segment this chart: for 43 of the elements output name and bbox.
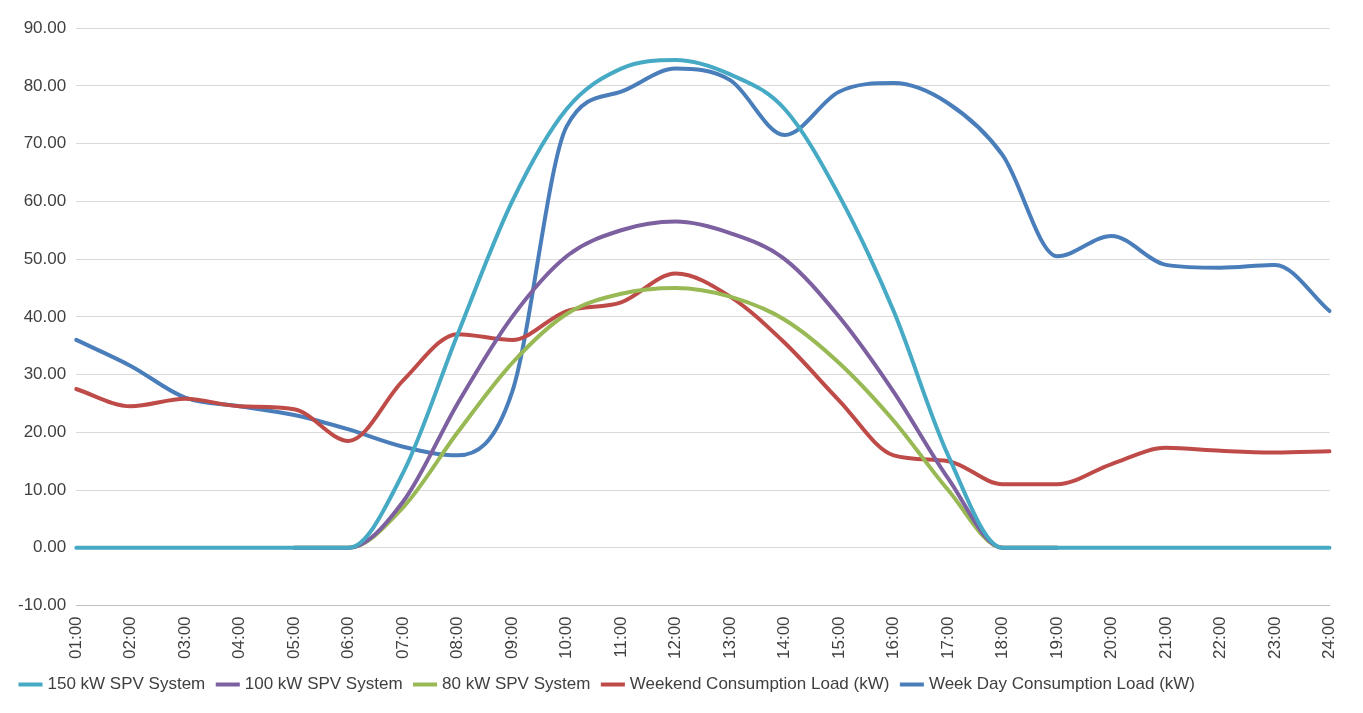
legend-label: Week Day Consumption Load (kW) <box>928 674 1196 694</box>
y-tick-label: 10.00 <box>23 479 67 499</box>
x-tick-label: 05:00 <box>283 616 303 660</box>
y-tick-label: 40.00 <box>23 306 67 326</box>
y-tick-label: 60.00 <box>23 191 67 211</box>
x-tick-label: 06:00 <box>338 616 358 660</box>
x-tick-label: 13:00 <box>719 616 739 660</box>
x-tick-label: 15:00 <box>828 616 848 660</box>
x-tick-label: 01:00 <box>65 616 85 660</box>
x-tick-label: 22:00 <box>1210 616 1230 660</box>
x-tick-label: 19:00 <box>1046 616 1066 660</box>
x-tick-label: 18:00 <box>992 616 1012 660</box>
x-tick-label: 23:00 <box>1264 616 1284 660</box>
y-tick-label: 50.00 <box>23 248 67 268</box>
line-series <box>74 271 1332 487</box>
y-tick-label: 90.00 <box>23 17 67 37</box>
x-tick-label: 12:00 <box>665 616 685 660</box>
x-tick-label: 07:00 <box>392 616 412 660</box>
y-tick-label: 70.00 <box>23 133 67 153</box>
x-tick-label: 10:00 <box>556 616 576 660</box>
legend-label: 150 kW SPV System <box>47 674 206 694</box>
x-tick-label: 03:00 <box>174 616 194 660</box>
y-tick-label: 30.00 <box>23 364 67 384</box>
x-tick-label: 02:00 <box>120 616 140 660</box>
x-tick-label: 17:00 <box>937 616 957 660</box>
legend-label: 100 kW SPV System <box>244 674 403 694</box>
y-tick-label: -10.00 <box>18 595 67 615</box>
y-tick-label: 80.00 <box>23 75 67 95</box>
x-tick-label: 16:00 <box>883 616 903 660</box>
y-tick-label: 20.00 <box>23 421 67 441</box>
x-tick-label: 11:00 <box>610 616 630 658</box>
y-tick-label: 0.00 <box>33 537 67 557</box>
line-series <box>74 57 1332 550</box>
line-series <box>74 66 1332 458</box>
x-tick-label: 04:00 <box>229 616 249 660</box>
x-tick-label: 20:00 <box>1101 616 1121 660</box>
x-tick-label: 09:00 <box>501 616 521 660</box>
x-tick-label: 14:00 <box>774 616 794 660</box>
x-tick-label: 21:00 <box>1155 616 1175 660</box>
legend-label: 80 kW SPV System <box>442 674 591 694</box>
legend-label: Weekend Consumption Load (kW) <box>629 674 890 694</box>
x-tick-label: 24:00 <box>1319 616 1339 660</box>
x-tick-label: 08:00 <box>447 616 467 660</box>
